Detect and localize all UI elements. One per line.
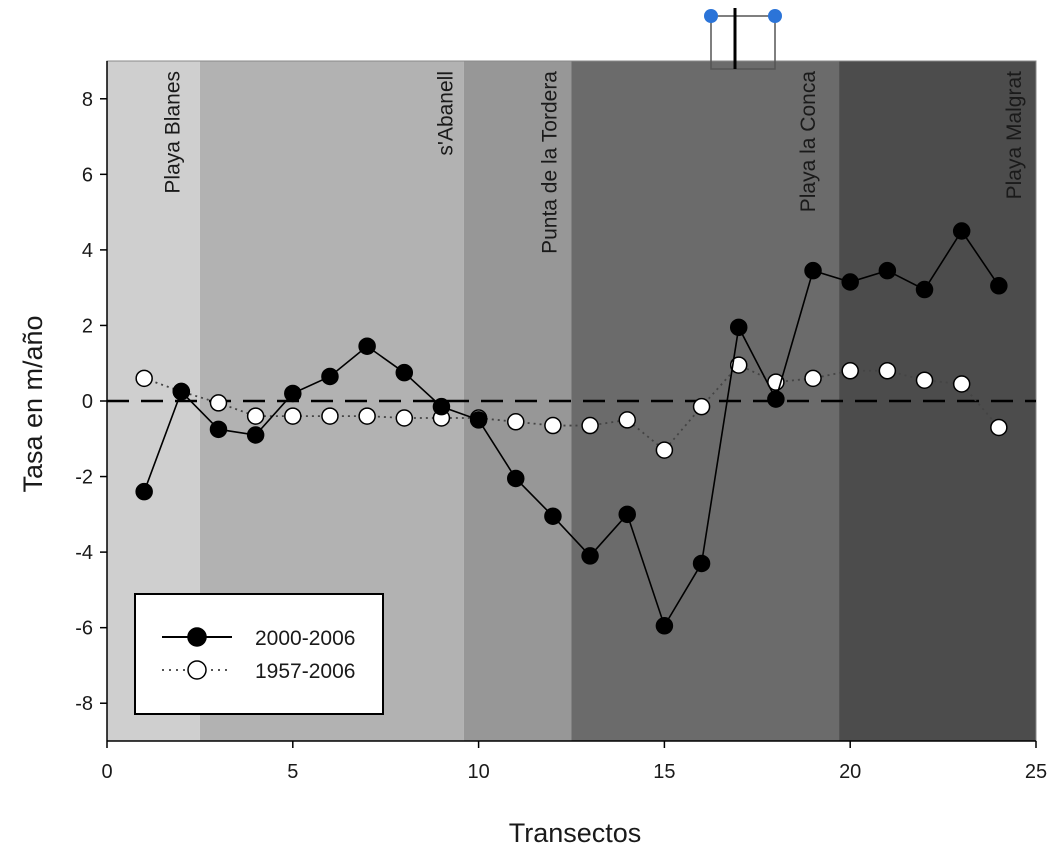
- y-tick-label-4: 4: [82, 240, 93, 262]
- point-2000-2006-2: [172, 382, 191, 401]
- legend-label-1957-2006: 1957-2006: [255, 660, 355, 683]
- zone-label-playa-malgrat: Playa Malgrat: [1003, 71, 1026, 200]
- point-2000-2006-1: [135, 482, 153, 501]
- point-2000-2006-10: [469, 411, 488, 429]
- axes: 0 5 10 15 20 25 -8 -6 -4 -2 0 2 4 6 8: [75, 61, 1047, 783]
- point-1957-2006-7: [358, 407, 376, 425]
- point-1957-2006-16: [692, 397, 711, 416]
- x-tick-label-25: 25: [1025, 761, 1047, 783]
- y-tick-label--6: -6: [75, 618, 93, 640]
- legend-label-2000-2006: 2000-2006: [255, 627, 355, 650]
- x-tick-label-15: 15: [653, 761, 675, 783]
- zone-label-s-abanell: s'Abanell: [435, 71, 458, 156]
- point-2000-2006-23: [952, 222, 971, 240]
- y-tick-label-6: 6: [82, 164, 93, 186]
- point-1957-2006-19: [804, 369, 822, 388]
- x-tick-label-10: 10: [467, 761, 489, 783]
- point-1957-2006-11: [507, 413, 525, 431]
- point-1957-2006-22: [915, 371, 934, 389]
- point-1957-2006-23: [952, 375, 971, 393]
- point-2000-2006-12: [544, 507, 562, 525]
- handle-right[interactable]: [768, 9, 782, 23]
- point-2000-2006-22: [915, 280, 934, 299]
- point-1957-2006-1: [135, 369, 153, 388]
- point-2000-2006-18: [767, 390, 785, 408]
- point-2000-2006-3: [209, 420, 228, 439]
- y-tick-label--2: -2: [75, 467, 93, 489]
- x-tick-label-0: 0: [101, 761, 112, 783]
- x-axis-title: Transectos: [509, 818, 642, 848]
- point-2000-2006-13: [581, 547, 599, 565]
- point-2000-2006-15: [655, 617, 674, 635]
- y-tick-label-2: 2: [82, 315, 93, 337]
- legend-box: [134, 593, 384, 715]
- zone-label-playa-blanes: Playa Blanes: [161, 71, 184, 194]
- point-1957-2006-20: [841, 362, 859, 380]
- selection-handle-box: [710, 15, 776, 70]
- legend-marker-1957-2006: [187, 660, 207, 680]
- point-2000-2006-7: [358, 337, 376, 355]
- point-1957-2006-8: [395, 409, 414, 427]
- point-1957-2006-13: [581, 416, 599, 435]
- zone-labels: Playa Blanes s'Abanell Punta de la Tordera…: [161, 71, 1026, 254]
- point-2000-2006-14: [618, 505, 636, 524]
- zone-label-punta-de-la-tordera: Punta de la Tordera: [539, 71, 562, 254]
- point-1957-2006-12: [544, 416, 562, 435]
- point-2000-2006-9: [432, 397, 451, 416]
- y-tick-label-8: 8: [82, 89, 93, 111]
- point-2000-2006-17: [729, 318, 748, 337]
- point-1957-2006-24: [990, 418, 1008, 437]
- point-2000-2006-24: [990, 277, 1008, 295]
- selection-handle[interactable]: [704, 8, 782, 70]
- point-2000-2006-8: [395, 363, 414, 382]
- point-1957-2006-6: [321, 407, 339, 425]
- point-2000-2006-19: [804, 261, 822, 280]
- point-2000-2006-21: [878, 261, 897, 280]
- point-1957-2006-15: [655, 441, 674, 459]
- legend: 2000-2006 1957-2006: [134, 593, 384, 715]
- x-tick-label-5: 5: [287, 761, 298, 783]
- point-2000-2006-6: [321, 367, 339, 386]
- y-tick-label--8: -8: [75, 693, 93, 715]
- point-1957-2006-17: [729, 356, 748, 374]
- legend-marker-2000-2006: [187, 627, 207, 647]
- point-2000-2006-4: [246, 426, 265, 444]
- point-1957-2006-4: [246, 407, 265, 425]
- point-2000-2006-5: [284, 384, 302, 403]
- y-tick-label--4: -4: [75, 542, 93, 564]
- x-tick-label-20: 20: [839, 761, 861, 783]
- y-axis-title: Tasa en m/año: [18, 315, 48, 492]
- point-1957-2006-3: [209, 394, 228, 412]
- point-2000-2006-20: [841, 273, 859, 291]
- handle-left[interactable]: [704, 9, 718, 23]
- series-layer: [135, 222, 1008, 635]
- point-1957-2006-5: [284, 407, 302, 425]
- point-1957-2006-14: [618, 411, 636, 429]
- point-2000-2006-16: [692, 554, 711, 573]
- point-1957-2006-21: [878, 362, 897, 380]
- zone-label-playa-la-conca: Playa la Conca: [797, 71, 820, 213]
- point-2000-2006-11: [507, 469, 525, 488]
- y-tick-label-0: 0: [82, 391, 93, 413]
